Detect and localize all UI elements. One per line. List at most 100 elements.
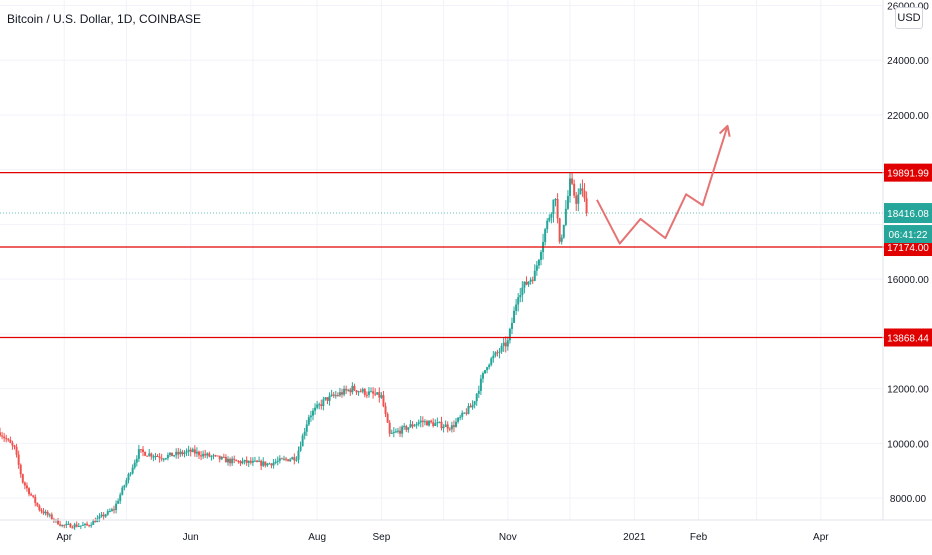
candle-body bbox=[71, 527, 74, 529]
candle bbox=[442, 424, 445, 433]
candle-body bbox=[258, 460, 261, 462]
candle bbox=[519, 287, 522, 303]
candle-body bbox=[86, 523, 89, 526]
currency-button[interactable]: USD bbox=[895, 7, 923, 29]
candle-body bbox=[162, 458, 165, 460]
candle bbox=[38, 504, 41, 512]
candle bbox=[177, 447, 180, 459]
candle-body bbox=[413, 425, 416, 427]
candle bbox=[390, 429, 393, 435]
candle bbox=[560, 234, 563, 245]
candle-body bbox=[28, 488, 31, 495]
candle-body bbox=[44, 511, 47, 514]
candle-body bbox=[127, 474, 130, 481]
candle bbox=[498, 348, 501, 359]
candle bbox=[527, 281, 530, 287]
candle bbox=[365, 391, 368, 399]
candle-body bbox=[30, 494, 33, 496]
candle-body bbox=[237, 461, 240, 463]
candle-body bbox=[125, 480, 128, 486]
candle-body bbox=[510, 322, 513, 329]
candle bbox=[471, 400, 474, 410]
candle-body bbox=[504, 342, 507, 347]
candle bbox=[409, 419, 412, 428]
candle bbox=[531, 276, 534, 285]
projection-arrowhead[interactable] bbox=[718, 124, 731, 137]
candle-body bbox=[59, 524, 62, 526]
candle-body bbox=[345, 388, 348, 391]
projection-drawing[interactable] bbox=[596, 124, 731, 245]
candle bbox=[577, 188, 580, 212]
candle bbox=[129, 472, 132, 477]
candle bbox=[415, 421, 418, 429]
candle-body bbox=[216, 455, 219, 457]
candle-body bbox=[262, 461, 265, 466]
candle-body bbox=[556, 199, 559, 219]
candle-body bbox=[102, 514, 105, 517]
candle bbox=[280, 457, 283, 460]
candle-body bbox=[513, 310, 516, 323]
time-axis[interactable]: Apr Jun Aug Sep Nov 2021 Feb Apr bbox=[56, 532, 829, 543]
candle-body bbox=[77, 526, 80, 528]
candle-body bbox=[146, 455, 149, 457]
candle-body bbox=[314, 407, 317, 411]
candle-body bbox=[15, 447, 18, 455]
level-label: 13868.44 bbox=[887, 333, 929, 344]
candle-body bbox=[241, 461, 244, 464]
candle-body bbox=[260, 460, 263, 466]
candle bbox=[367, 387, 370, 398]
candle bbox=[42, 508, 45, 515]
candle-body bbox=[525, 281, 528, 285]
candle bbox=[210, 455, 213, 461]
candle-body bbox=[256, 460, 259, 462]
candle-body bbox=[17, 454, 20, 465]
time-tick-label: Sep bbox=[372, 532, 390, 543]
candle bbox=[380, 392, 383, 399]
candle bbox=[299, 441, 302, 452]
candle bbox=[90, 522, 93, 528]
candle bbox=[355, 390, 358, 396]
candle-body bbox=[425, 421, 428, 426]
candle bbox=[166, 452, 169, 461]
candle bbox=[48, 513, 51, 518]
price-axis[interactable]: 8000.00 10000.00 12000.00 16000.00 22000.00 2… bbox=[887, 1, 929, 505]
candle-body bbox=[533, 270, 536, 281]
candle-body bbox=[121, 487, 124, 495]
candle-body bbox=[135, 458, 138, 463]
candle-body bbox=[156, 456, 159, 458]
candle bbox=[459, 414, 462, 421]
candle bbox=[287, 458, 290, 462]
candle bbox=[73, 522, 76, 530]
candle bbox=[341, 388, 344, 398]
candle-body bbox=[579, 188, 582, 195]
candle bbox=[193, 445, 196, 457]
candle bbox=[83, 523, 86, 529]
candle-body bbox=[430, 420, 433, 423]
price-tick-label: 12000.00 bbox=[887, 385, 929, 396]
candle-body bbox=[448, 428, 451, 430]
axes bbox=[0, 0, 932, 521]
candle bbox=[444, 420, 447, 427]
candle-body bbox=[173, 455, 176, 457]
candle bbox=[79, 525, 82, 530]
candle-body bbox=[187, 449, 190, 452]
candle bbox=[488, 363, 491, 370]
price-badges: 19891.99 17174.00 13868.44 18416.08 06:41:22 bbox=[884, 163, 932, 347]
candle bbox=[189, 447, 192, 457]
candle-body bbox=[197, 451, 200, 456]
candle bbox=[158, 452, 161, 463]
candle-body bbox=[347, 389, 350, 391]
candle-body bbox=[583, 190, 586, 199]
horizontal-levels[interactable] bbox=[0, 172, 932, 339]
symbol-title: Bitcoin / U.S. Dollar, 1D, COINBASE bbox=[7, 12, 202, 26]
candle bbox=[247, 460, 250, 468]
candle bbox=[552, 199, 555, 223]
projection-path[interactable] bbox=[596, 125, 729, 245]
candle bbox=[311, 408, 314, 421]
candle-body bbox=[218, 455, 221, 460]
candle-body bbox=[415, 424, 418, 426]
candle bbox=[175, 448, 178, 459]
candle-body bbox=[529, 279, 532, 282]
